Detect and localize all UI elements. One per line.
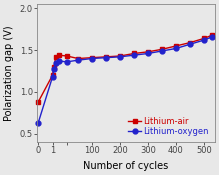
Lithium-air <box>203 37 205 40</box>
Lithium-air <box>58 54 60 56</box>
Lithium-oxygen <box>77 59 79 61</box>
Lithium-air <box>189 42 191 44</box>
Lithium-air <box>54 56 57 58</box>
Lithium-air <box>53 66 55 68</box>
Lithium-oxygen <box>91 57 93 60</box>
Lithium-air <box>147 51 149 53</box>
Lithium-oxygen <box>203 39 205 41</box>
Lithium-oxygen <box>119 56 121 58</box>
Lithium-air <box>211 34 214 36</box>
Lithium-oxygen <box>147 52 149 55</box>
Lithium-air <box>77 57 79 60</box>
Lithium-air <box>133 52 135 55</box>
Lithium-oxygen <box>105 57 107 59</box>
Lithium-oxygen <box>133 54 135 56</box>
Lithium-air <box>91 57 93 59</box>
Lithium-oxygen <box>51 76 54 78</box>
Lithium-oxygen <box>189 43 191 45</box>
Line: Lithium-air: Lithium-air <box>36 33 215 104</box>
Lithium-oxygen <box>58 60 60 62</box>
Y-axis label: Polarization gap (V): Polarization gap (V) <box>4 25 14 121</box>
Lithium-oxygen <box>37 122 39 124</box>
Lithium-air <box>51 74 54 76</box>
Line: Lithium-oxygen: Lithium-oxygen <box>36 34 215 125</box>
Lithium-oxygen <box>211 36 214 38</box>
Lithium-air <box>161 48 163 50</box>
Lithium-air <box>105 56 107 58</box>
Legend: Lithium-air, Lithium-oxygen: Lithium-air, Lithium-oxygen <box>127 115 210 138</box>
Lithium-oxygen <box>54 62 57 64</box>
Lithium-air <box>119 55 121 57</box>
Lithium-oxygen <box>175 47 177 50</box>
Lithium-air <box>37 101 39 103</box>
Lithium-oxygen <box>53 68 55 70</box>
Lithium-air <box>65 55 68 57</box>
Lithium-oxygen <box>161 50 163 52</box>
Lithium-oxygen <box>65 61 68 63</box>
Lithium-air <box>175 45 177 47</box>
X-axis label: Number of cycles: Number of cycles <box>83 161 168 171</box>
